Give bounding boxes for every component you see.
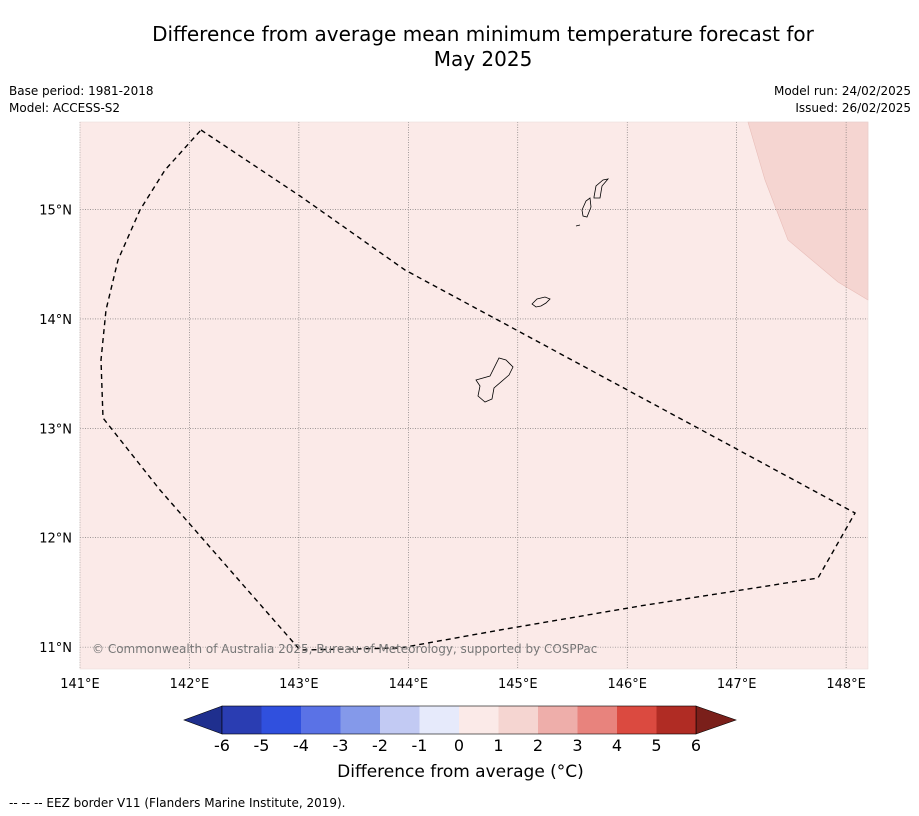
latitude-tick-labels: 15°N 14°N 13°N 12°N 11°N: [39, 204, 72, 657]
base-period: Base period: 1981-2018: [9, 84, 154, 98]
colorbar-tick-label: 2: [533, 736, 543, 755]
lon-tick-label: 145°E: [498, 677, 538, 692]
lon-tick-label: 148°E: [826, 677, 866, 692]
colorbar-tick-label: -1: [412, 736, 428, 755]
eez-border: [100, 129, 856, 651]
title-line-2: May 2025: [433, 47, 533, 71]
lon-tick-label: 146°E: [607, 677, 647, 692]
colorbar-swatch: [340, 706, 380, 734]
island-saipan: [593, 178, 610, 199]
meta-right: Model run: 24/02/2025 Issued: 26/02/2025: [774, 83, 911, 117]
colorbar-tick-label: 3: [572, 736, 582, 755]
colorbar-swatch: [419, 706, 459, 734]
longitude-tick-labels: 141°E 142°E 143°E 144°E 145°E 146°E 147°E 148°E: [60, 677, 866, 692]
colorbar-swatch: [617, 706, 657, 734]
lat-tick-label: 14°N: [39, 313, 72, 328]
island-guam: [475, 357, 514, 403]
colorbar-tick-label: -4: [293, 736, 309, 755]
colorbar-swatch: [301, 706, 341, 734]
colorbar-tick-label: -2: [372, 736, 388, 755]
lon-tick-label: 143°E: [279, 677, 319, 692]
island-aguijan: [575, 224, 581, 227]
colorbar-tick-label: -6: [214, 736, 230, 755]
colorbar-extend-high: [695, 705, 737, 735]
colorbar-extend-low: [183, 705, 223, 735]
meta-left: Base period: 1981-2018 Model: ACCESS-S2: [9, 83, 154, 117]
eez-footnote: -- -- -- EEZ border V11 (Flanders Marine…: [9, 796, 346, 810]
model-run: Model run: 24/02/2025: [773, 84, 911, 98]
colorbar-label: Difference from average (°C): [337, 762, 584, 782]
colorbar-tick-label: -3: [333, 736, 349, 755]
colorbar-swatch: [380, 706, 420, 734]
lat-tick-label: 12°N: [39, 532, 72, 547]
map-frame: [79, 121, 869, 670]
colorbar-swatch: [577, 706, 617, 734]
map-title: Difference from average mean minimum tem…: [0, 22, 919, 72]
colorbar-swatch: [222, 706, 262, 734]
colorbar-tick-label: -5: [254, 736, 270, 755]
colorbar-tick-label: 4: [612, 736, 622, 755]
lon-tick-label: 144°E: [389, 677, 429, 692]
copyright-notice: © Commonwealth of Australia 2025, Bureau…: [92, 642, 597, 656]
colorbar: -6 -5 -4 -3 -2 -1 0 1 2 3 4 5 6: [183, 705, 737, 755]
colorbar-swatch: [261, 706, 301, 734]
lat-tick-label: 13°N: [39, 422, 72, 437]
island-tinian: [581, 197, 592, 218]
colorbar-tick-label: 1: [493, 736, 503, 755]
model-name: Model: ACCESS-S2: [9, 101, 121, 115]
colorbar-swatch: [459, 706, 499, 734]
islands: [475, 178, 610, 403]
lon-tick-label: 141°E: [60, 677, 100, 692]
lon-tick-label: 147°E: [717, 677, 757, 692]
map-background: [80, 122, 868, 669]
colorbar-swatch: [538, 706, 578, 734]
lat-tick-label: 15°N: [39, 204, 72, 219]
map-figure: © Commonwealth of Australia 2025, Bureau…: [39, 121, 869, 755]
colorbar-swatch: [498, 706, 538, 734]
title-line-1: Difference from average mean minimum tem…: [152, 22, 814, 46]
colorbar-swatch: [656, 706, 696, 734]
colorbar-frame: [221, 705, 697, 735]
issued-date: Issued: 26/02/2025: [795, 101, 911, 115]
colorbar-tick-label: 6: [691, 736, 701, 755]
colorbar-tick-label: 5: [651, 736, 661, 755]
lon-tick-label: 142°E: [170, 677, 210, 692]
map-panel: © Commonwealth of Australia 2025, Bureau…: [79, 121, 869, 670]
lat-tick-label: 11°N: [39, 641, 72, 656]
island-rota: [531, 296, 551, 308]
colorbar-tick-label: 0: [454, 736, 464, 755]
